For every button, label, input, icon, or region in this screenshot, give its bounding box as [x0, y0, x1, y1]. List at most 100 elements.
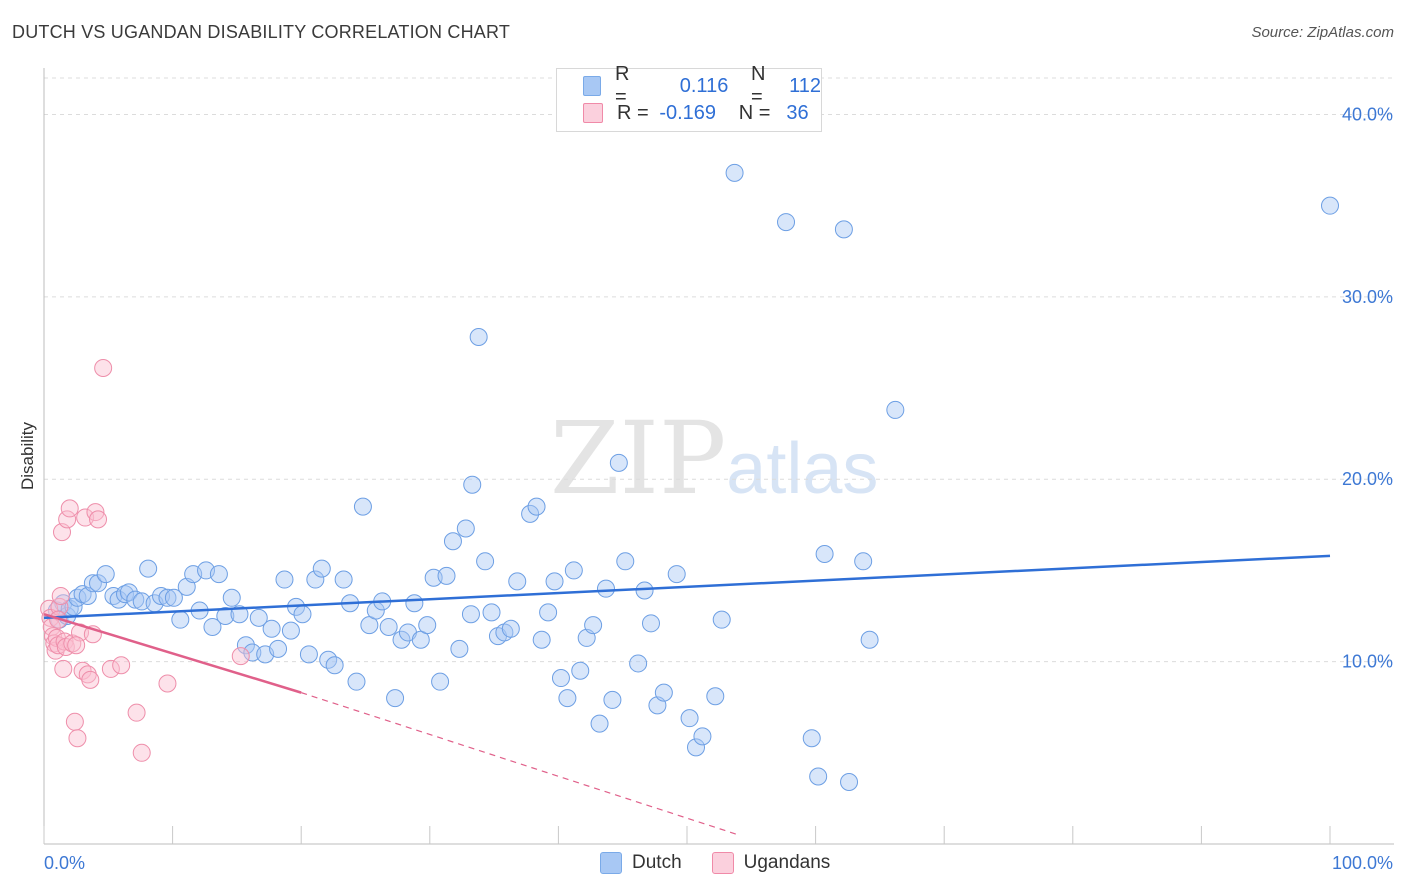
correlation-legend: R = 0.116 N = 112 R = -0.169 N = 36: [556, 63, 822, 132]
data-point-ugandan: [58, 510, 77, 529]
data-point-dutch: [532, 630, 551, 649]
data-point-dutch: [616, 552, 635, 571]
data-point-dutch: [281, 621, 300, 640]
legend-n-label: N =: [738, 101, 771, 124]
watermark-atlas: atlas: [726, 429, 879, 509]
data-point-dutch: [654, 683, 673, 702]
data-point-dutch: [629, 654, 648, 673]
data-point-dutch: [392, 630, 411, 649]
y-tick-label: 10.0%: [1342, 652, 1393, 672]
trend-extension-ugandans: [301, 692, 739, 836]
data-point-dutch: [119, 583, 138, 602]
source-label: Source: ZipAtlas.com: [1251, 24, 1394, 41]
data-point-dutch: [706, 687, 725, 706]
data-point-dutch: [584, 616, 603, 635]
data-point-dutch: [603, 690, 622, 709]
data-point-ugandan: [65, 712, 84, 731]
data-point-dutch: [325, 656, 344, 675]
data-point-dutch: [306, 570, 325, 589]
data-point-ugandan: [231, 647, 250, 666]
data-point-ugandan: [67, 636, 86, 655]
data-point-dutch: [564, 561, 583, 580]
legend-swatch-dutch: [583, 76, 601, 96]
data-point-dutch: [405, 594, 424, 613]
series-swatch-ugandans: [711, 852, 734, 874]
data-point-dutch: [347, 672, 366, 691]
y-tick-label: 40.0%: [1342, 104, 1393, 124]
data-point-dutch: [164, 588, 183, 607]
data-point-dutch: [501, 619, 520, 638]
data-point-dutch: [860, 630, 879, 649]
series-legend-ugandans: Ugandans: [711, 852, 830, 874]
data-point-ugandan: [89, 510, 108, 529]
data-point-dutch: [203, 617, 222, 636]
data-point-ugandan: [86, 503, 105, 522]
data-point-dutch: [418, 616, 437, 635]
data-point-dutch: [641, 614, 660, 633]
data-point-dutch: [249, 608, 268, 627]
data-point-dutch: [299, 645, 318, 664]
data-point-dutch: [802, 729, 821, 748]
data-point-dutch: [171, 610, 190, 629]
data-point-dutch: [461, 605, 480, 624]
data-point-dutch: [230, 605, 249, 624]
series-legend-dutch: Dutch: [600, 852, 682, 874]
data-point-ugandan: [81, 670, 100, 689]
data-point-dutch: [635, 581, 654, 600]
data-point-dutch: [222, 588, 241, 607]
data-point-dutch: [482, 603, 501, 622]
data-point-dutch: [834, 220, 853, 239]
trend-line-ugandans: [43, 613, 302, 694]
data-point-ugandan: [127, 703, 146, 722]
data-point-dutch: [104, 586, 123, 605]
legend-row-ugandans: R = -0.169 N = 36: [583, 100, 809, 126]
data-point-dutch: [463, 475, 482, 494]
data-point-dutch: [693, 727, 712, 746]
series-swatch-dutch: [600, 852, 622, 874]
y-axis-label: Disability: [18, 421, 37, 490]
data-point-ugandan: [158, 674, 177, 693]
data-point-dutch: [379, 617, 398, 636]
data-point-dutch: [126, 590, 145, 609]
legend-r-value: 0.116: [679, 74, 729, 97]
legend-swatch-ugandans: [583, 103, 603, 123]
data-point-dutch: [609, 453, 628, 472]
data-point-dutch: [687, 738, 706, 757]
data-point-dutch: [443, 532, 462, 551]
x-tick-labels: 0.0% 100.0%: [44, 853, 1393, 873]
data-point-dutch: [886, 400, 905, 419]
x-tick-label: 0.0%: [44, 853, 85, 873]
dutch-points: [47, 163, 1339, 791]
chart-title: DUTCH VS UGANDAN DISABILITY CORRELATION …: [12, 22, 511, 42]
data-point-ugandan: [60, 499, 79, 518]
legend-r-label: R =: [614, 63, 630, 108]
data-point-ugandan: [101, 659, 120, 678]
data-point-dutch: [476, 552, 495, 571]
data-point-dutch: [725, 163, 744, 182]
data-point-dutch: [275, 570, 294, 589]
trend-line-dutch: [43, 554, 1331, 620]
data-point-dutch: [293, 605, 312, 624]
data-point-dutch: [545, 572, 564, 591]
data-point-dutch: [596, 579, 615, 598]
data-point-dutch: [712, 610, 731, 629]
watermark: ZIPatlas: [550, 400, 878, 517]
axes: [43, 68, 1394, 845]
data-point-dutch: [334, 570, 353, 589]
series-legend: Dutch Ugandans: [600, 852, 860, 874]
data-point-dutch: [437, 566, 456, 585]
ugandan-points: [40, 358, 250, 762]
data-point-ugandan: [55, 632, 74, 651]
data-point-dutch: [777, 213, 796, 232]
series-label-dutch: Dutch: [632, 852, 682, 873]
data-point-ugandan: [132, 743, 151, 762]
data-point-dutch: [571, 661, 590, 680]
data-point-dutch: [209, 565, 228, 584]
legend-r-label: R =: [617, 101, 649, 124]
data-point-dutch: [527, 497, 546, 516]
y-tick-label: 30.0%: [1342, 287, 1393, 307]
watermark-zip: ZIP: [550, 400, 727, 517]
y-tick-label: 20.0%: [1342, 469, 1393, 489]
data-point-dutch: [815, 545, 834, 564]
